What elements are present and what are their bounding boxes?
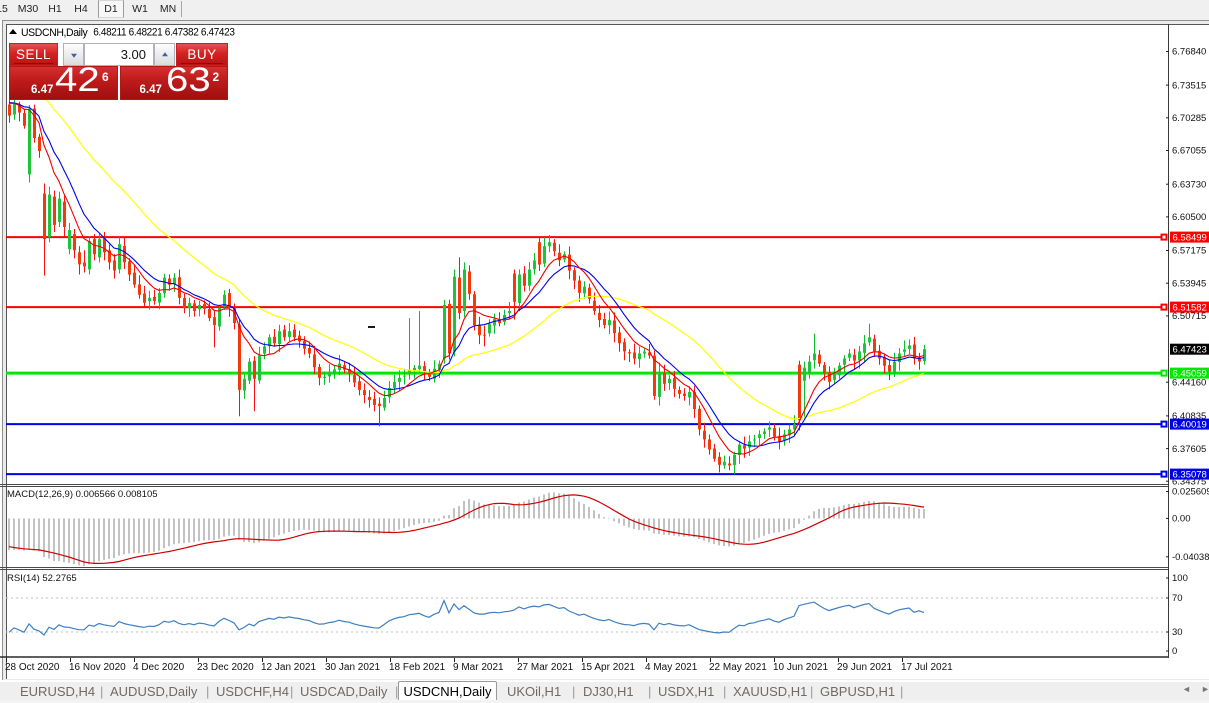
svg-text:MACD(12,26,9) 0.006566 0.00810: MACD(12,26,9) 0.006566 0.008105	[7, 489, 158, 500]
svg-text:16 Nov 2020: 16 Nov 2020	[69, 662, 126, 673]
svg-text:6.44160: 6.44160	[1172, 377, 1206, 388]
svg-text:6.51582: 6.51582	[1173, 303, 1207, 314]
svg-text:15 Apr 2021: 15 Apr 2021	[581, 662, 635, 673]
svg-text:6.60500: 6.60500	[1172, 212, 1206, 223]
svg-text:4 May 2021: 4 May 2021	[645, 662, 698, 673]
svg-text:RSI(14) 52.2765: RSI(14) 52.2765	[7, 573, 77, 584]
svg-text:6.67055: 6.67055	[1172, 146, 1206, 157]
svg-text:-0.04038: -0.04038	[1172, 552, 1209, 563]
svg-text:27 Mar 2021: 27 Mar 2021	[517, 662, 574, 673]
svg-text:9 Mar 2021: 9 Mar 2021	[453, 662, 504, 673]
svg-text:70: 70	[1172, 593, 1183, 604]
svg-text:6.40835: 6.40835	[1172, 411, 1206, 422]
svg-text:0.00: 0.00	[1172, 514, 1191, 525]
svg-text:29 Jun 2021: 29 Jun 2021	[837, 662, 892, 673]
svg-text:6.63730: 6.63730	[1172, 179, 1206, 190]
svg-text:12 Jan 2021: 12 Jan 2021	[261, 662, 316, 673]
svg-text:6.70285: 6.70285	[1172, 113, 1206, 124]
svg-text:30: 30	[1172, 627, 1183, 638]
svg-text:6.35078: 6.35078	[1173, 470, 1207, 481]
svg-text:23 Dec 2020: 23 Dec 2020	[197, 662, 254, 673]
svg-text:28 Oct 2020: 28 Oct 2020	[5, 662, 60, 673]
svg-text:0: 0	[1172, 646, 1177, 657]
svg-text:22 May 2021: 22 May 2021	[709, 662, 767, 673]
svg-text:6.45059: 6.45059	[1173, 369, 1207, 380]
svg-text:6.37605: 6.37605	[1172, 444, 1206, 455]
svg-text:17 Jul 2021: 17 Jul 2021	[901, 662, 953, 673]
svg-text:6.57175: 6.57175	[1172, 246, 1206, 257]
svg-text:100: 100	[1172, 573, 1188, 584]
svg-text:30 Jan 2021: 30 Jan 2021	[325, 662, 380, 673]
svg-text:0.025609: 0.025609	[1172, 487, 1209, 498]
svg-text:6.40019: 6.40019	[1173, 420, 1207, 431]
svg-text:6.47423: 6.47423	[1173, 345, 1207, 356]
svg-text:6.53945: 6.53945	[1172, 278, 1206, 289]
svg-text:18 Feb 2021: 18 Feb 2021	[389, 662, 446, 673]
svg-text:4 Dec 2020: 4 Dec 2020	[133, 662, 185, 673]
svg-text:6.50715: 6.50715	[1172, 311, 1206, 322]
svg-text:10 Jun 2021: 10 Jun 2021	[773, 662, 828, 673]
svg-text:6.58499: 6.58499	[1173, 233, 1207, 244]
svg-text:6.76840: 6.76840	[1172, 47, 1206, 58]
svg-text:6.73515: 6.73515	[1172, 80, 1206, 91]
svg-text:6.34375: 6.34375	[1172, 476, 1206, 487]
